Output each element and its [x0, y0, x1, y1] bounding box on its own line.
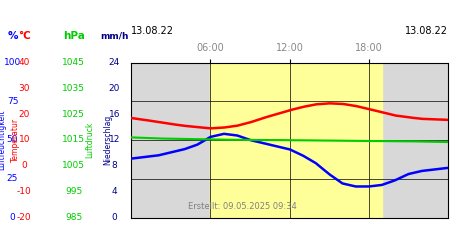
Text: %: %	[7, 31, 18, 41]
Text: 1025: 1025	[62, 110, 85, 119]
Text: 20: 20	[108, 84, 120, 93]
Text: 10: 10	[18, 136, 30, 144]
Text: 16: 16	[108, 110, 120, 119]
Text: -10: -10	[17, 187, 32, 196]
Text: -20: -20	[17, 213, 32, 222]
Text: 985: 985	[65, 213, 82, 222]
Text: hPa: hPa	[63, 31, 85, 41]
Text: 13.08.22: 13.08.22	[405, 26, 448, 36]
Text: 100: 100	[4, 58, 21, 67]
Text: 1015: 1015	[62, 136, 85, 144]
Text: 30: 30	[18, 84, 30, 93]
Text: 4: 4	[112, 187, 117, 196]
Text: 25: 25	[7, 174, 18, 183]
Text: 12: 12	[108, 136, 120, 144]
Text: 1005: 1005	[62, 161, 85, 170]
Text: 0: 0	[9, 213, 15, 222]
Text: °C: °C	[18, 31, 31, 41]
Text: Niederschlag: Niederschlag	[103, 115, 112, 165]
Text: Luftdruck: Luftdruck	[85, 122, 94, 158]
Text: 20: 20	[18, 110, 30, 119]
Text: 0: 0	[112, 213, 117, 222]
Text: 24: 24	[109, 58, 120, 67]
Text: 13.08.22: 13.08.22	[131, 26, 175, 36]
Text: 1045: 1045	[62, 58, 85, 67]
Text: mm/h: mm/h	[100, 31, 129, 40]
Text: Luftfeuchtigkeit: Luftfeuchtigkeit	[0, 110, 6, 170]
Text: 8: 8	[112, 161, 117, 170]
Text: 1035: 1035	[62, 84, 85, 93]
Text: 995: 995	[65, 187, 82, 196]
Text: 0: 0	[22, 161, 27, 170]
Text: 40: 40	[18, 58, 30, 67]
Text: Temperatur: Temperatur	[11, 118, 20, 162]
Text: Erstellt: 09.05.2025 09:34: Erstellt: 09.05.2025 09:34	[188, 202, 297, 211]
Bar	[211, 62, 382, 218]
Text: 75: 75	[7, 97, 18, 106]
Text: 50: 50	[7, 136, 18, 144]
